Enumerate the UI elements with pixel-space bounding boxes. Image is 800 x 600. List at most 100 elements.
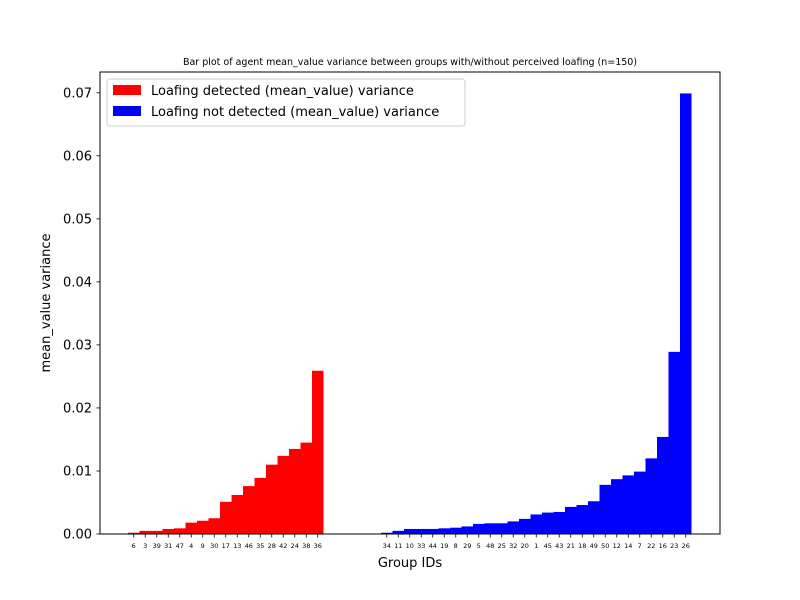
bar-group-22 — [645, 458, 657, 534]
legend-swatch-loafing-detected — [113, 85, 141, 95]
y-tick-label: 0.00 — [63, 528, 92, 543]
x-tick-label: 29 — [463, 542, 471, 550]
x-tick-label: 18 — [578, 542, 586, 550]
bar-group-8 — [450, 527, 462, 534]
y-tick-label: 0.05 — [63, 212, 92, 227]
bar-group-13 — [231, 494, 243, 534]
bar-group-25 — [496, 523, 508, 534]
x-tick-label: 21 — [567, 542, 575, 550]
x-tick-label: 20 — [521, 542, 529, 550]
bar-group-7 — [634, 471, 646, 534]
bar-group-33 — [415, 528, 427, 534]
bar-group-1 — [530, 514, 542, 534]
bar-group-4 — [185, 522, 197, 534]
bar-group-24 — [289, 448, 301, 534]
y-tick-label: 0.06 — [63, 149, 92, 164]
bar-group-30 — [208, 518, 220, 534]
ticks-group: 6 3 39 31 47 4 9 30 17 13 46 35 28 42 24 38 36 34 11 10 33 44… — [63, 86, 690, 550]
bar-group-16 — [657, 436, 669, 534]
x-tick-label: 17 — [222, 542, 230, 550]
legend-swatch-loafing-not-detected — [113, 106, 141, 116]
bar-group-44 — [427, 528, 439, 534]
y-tick-label: 0.02 — [63, 401, 92, 416]
x-tick-label: 19 — [440, 542, 448, 550]
bar-group-38 — [300, 442, 312, 534]
x-tick-label: 1 — [534, 542, 538, 550]
bar-group-3 — [139, 530, 151, 534]
bar-group-21 — [565, 506, 577, 534]
bar-group-47 — [174, 528, 186, 534]
bar-group-36 — [312, 370, 324, 534]
bar-group-23 — [668, 351, 680, 534]
x-tick-label: 39 — [153, 542, 161, 550]
bar-group-35 — [254, 477, 266, 534]
x-tick-label: 4 — [189, 542, 193, 550]
x-tick-label: 47 — [176, 542, 184, 550]
bar-group-48 — [484, 523, 496, 534]
bar-group-32 — [507, 521, 519, 534]
bar-group-5 — [473, 523, 485, 534]
x-tick-label: 46 — [245, 542, 253, 550]
x-tick-label: 48 — [486, 542, 494, 550]
x-tick-label: 10 — [406, 542, 414, 550]
x-axis-label: Group IDs — [378, 556, 443, 571]
x-tick-label: 50 — [601, 542, 609, 550]
x-tick-label: 32 — [509, 542, 517, 550]
bar-group-29 — [461, 526, 473, 534]
bar-group-9 — [197, 520, 209, 534]
legend: Loafing detected (mean_value) variance L… — [106, 78, 466, 127]
x-tick-label: 31 — [164, 542, 172, 550]
bar-group-26 — [680, 93, 692, 535]
x-tick-label: 25 — [498, 542, 506, 550]
x-tick-label: 28 — [268, 542, 276, 550]
x-tick-label: 12 — [613, 542, 621, 550]
x-tick-label: 49 — [590, 542, 598, 550]
x-tick-label: 35 — [256, 542, 264, 550]
x-tick-label: 44 — [429, 542, 437, 550]
bar-group-45 — [542, 512, 554, 534]
x-tick-label: 11 — [394, 542, 402, 550]
bar-group-34 — [381, 532, 393, 534]
x-tick-label: 45 — [544, 542, 552, 550]
bar-group-42 — [277, 455, 289, 534]
plot-area-frame — [99, 71, 721, 535]
chart-title: Bar plot of agent mean_value variance be… — [183, 57, 637, 68]
x-tick-label: 7 — [638, 542, 642, 550]
y-tick-label: 0.01 — [63, 464, 92, 479]
bar-group-39 — [151, 530, 163, 534]
bar-group-10 — [404, 528, 416, 534]
x-tick-label: 34 — [383, 542, 391, 550]
x-tick-label: 8 — [454, 542, 458, 550]
x-tick-label: 26 — [682, 542, 690, 550]
x-tick-label: 22 — [647, 542, 655, 550]
x-tick-label: 24 — [291, 542, 299, 550]
x-tick-label: 6 — [132, 542, 136, 550]
bar-group-17 — [220, 501, 232, 534]
x-tick-label: 36 — [314, 542, 322, 550]
bar-group-28 — [266, 464, 278, 534]
bar-group-6 — [128, 532, 140, 534]
bars-group — [128, 93, 692, 535]
legend-label-loafing-not-detected: Loafing not detected (mean_value) varian… — [151, 105, 439, 120]
x-tick-label: 30 — [210, 542, 218, 550]
y-axis-label: mean_value variance — [39, 234, 54, 373]
legend-label-loafing-detected: Loafing detected (mean_value) variance — [151, 84, 414, 99]
x-tick-label: 9 — [201, 542, 205, 550]
bar-group-50 — [599, 484, 611, 534]
bar-group-31 — [162, 528, 174, 534]
legend-box — [106, 78, 466, 127]
x-tick-label: 42 — [279, 542, 287, 550]
bar-group-20 — [519, 518, 531, 534]
bar-group-11 — [392, 530, 404, 534]
bar-group-46 — [243, 486, 255, 534]
x-tick-label: 23 — [670, 542, 678, 550]
bar-group-19 — [438, 528, 450, 534]
y-tick-label: 0.07 — [63, 86, 92, 101]
bar-group-12 — [611, 479, 623, 534]
x-tick-label: 38 — [302, 542, 310, 550]
x-tick-label: 43 — [555, 542, 563, 550]
x-tick-label: 14 — [624, 542, 632, 550]
bar-group-14 — [622, 475, 634, 534]
